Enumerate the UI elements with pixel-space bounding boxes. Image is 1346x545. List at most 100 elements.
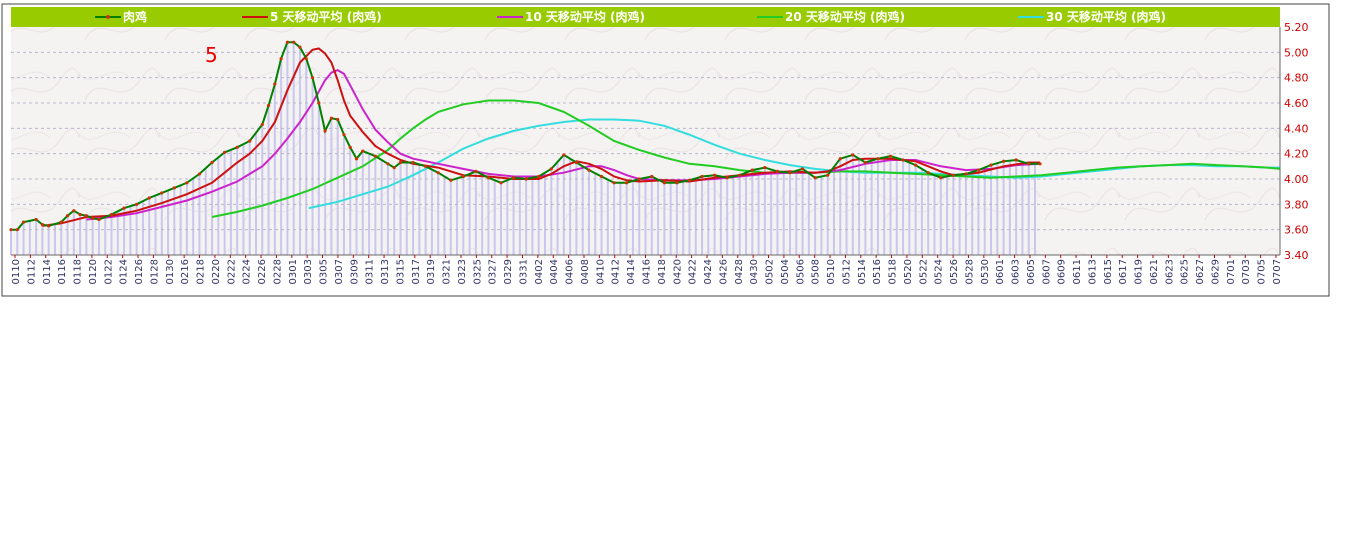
data-point [1038, 162, 1042, 166]
volume-bar [41, 224, 44, 255]
volume-bar [223, 152, 226, 255]
volume-bar [933, 175, 936, 255]
volume-bar [1033, 163, 1036, 255]
data-point [392, 166, 396, 170]
series-line-1 [42, 47, 1040, 227]
data-point [989, 163, 993, 167]
data-point [348, 145, 352, 149]
volume-bar [97, 219, 100, 255]
x-tick-label: 0418 [657, 259, 668, 284]
legend-band [11, 7, 1280, 27]
volume-bar [814, 177, 817, 255]
volume-bar [85, 215, 88, 255]
data-point [342, 133, 346, 137]
x-tick-label: 0317 [411, 259, 422, 284]
x-tick-label: 0124 [119, 259, 130, 284]
volume-bar [311, 77, 314, 256]
volume-bar [60, 222, 63, 255]
data-point [474, 169, 478, 173]
data-point [172, 186, 176, 190]
data-point [926, 171, 930, 175]
x-tick-label: 0703 [1241, 259, 1252, 284]
volume-bar [883, 157, 886, 255]
data-point [59, 220, 63, 224]
volume-bar [763, 167, 766, 255]
data-point [15, 228, 19, 232]
data-point [813, 176, 817, 180]
volume-bar [462, 176, 465, 255]
volume-bar [255, 132, 258, 255]
volume-bar [1002, 161, 1005, 255]
volume-bar [726, 177, 729, 255]
data-point [687, 178, 692, 182]
x-tick-label: 0611 [1072, 259, 1083, 284]
volume-bar [858, 158, 861, 255]
x-tick-label: 0327 [488, 259, 499, 284]
volume-bar [179, 185, 182, 255]
volume-bar [355, 158, 358, 255]
volume-bar [229, 149, 232, 255]
data-point [9, 228, 13, 232]
volume-bar [512, 177, 515, 255]
data-point [235, 145, 239, 149]
volume-bar [537, 176, 540, 255]
x-tick-label: 0323 [457, 259, 468, 284]
volume-bar [443, 176, 446, 255]
volume-bar [1021, 161, 1024, 255]
data-point [511, 176, 516, 180]
x-tick-label: 0520 [903, 259, 914, 284]
volume-bar [280, 58, 283, 255]
volume-bar [782, 172, 785, 255]
volume-bar [368, 153, 371, 255]
volume-bar [1015, 160, 1018, 255]
volume-bar [713, 175, 716, 255]
data-point [599, 174, 604, 179]
volume-bar [525, 179, 528, 255]
data-point [304, 57, 308, 61]
volume-bar [581, 166, 584, 255]
y-tick-label: 4.20 [1284, 148, 1309, 161]
volume-bar [342, 134, 345, 255]
data-point [738, 173, 742, 177]
volume-bar [487, 177, 490, 255]
volume-bar [745, 172, 748, 255]
x-tick-label: 0424 [703, 259, 714, 284]
volume-bar [474, 171, 477, 255]
data-point [411, 160, 415, 165]
data-point [838, 157, 842, 161]
x-tick-label: 0514 [857, 259, 868, 284]
chart-annotation: 5 [205, 43, 218, 67]
volume-bar [638, 179, 641, 255]
x-tick-label: 0422 [688, 259, 699, 284]
x-tick-label: 0218 [196, 259, 207, 284]
data-point [91, 216, 95, 220]
volume-bar [167, 190, 170, 255]
data-point [1001, 159, 1006, 163]
volume-bar [631, 180, 634, 255]
y-tick-label: 4.60 [1284, 97, 1309, 110]
volume-bar [707, 175, 710, 255]
volume-bar [468, 173, 471, 255]
x-tick-label: 0510 [826, 259, 837, 284]
volume-bar [964, 173, 967, 255]
data-point [34, 217, 38, 222]
volume-bar [493, 180, 496, 255]
volume-bar [770, 169, 773, 255]
data-point [851, 153, 855, 157]
x-tick-label: 0412 [611, 259, 622, 284]
y-tick-label: 4.40 [1284, 122, 1309, 135]
volume-bar [996, 163, 999, 255]
volume-bar [1008, 160, 1011, 255]
volume-bar [198, 173, 201, 255]
legend-label: 肉鸡 [123, 9, 147, 24]
volume-bar [481, 174, 484, 255]
data-point [109, 212, 114, 217]
volume-bar [889, 156, 892, 255]
volume-bar [613, 182, 616, 255]
volume-bar [587, 170, 590, 255]
volume-bar [927, 172, 930, 255]
volume-bar [192, 178, 195, 255]
volume-bar [732, 176, 735, 255]
x-tick-label: 0228 [272, 259, 283, 284]
x-tick-label: 0120 [88, 259, 99, 284]
